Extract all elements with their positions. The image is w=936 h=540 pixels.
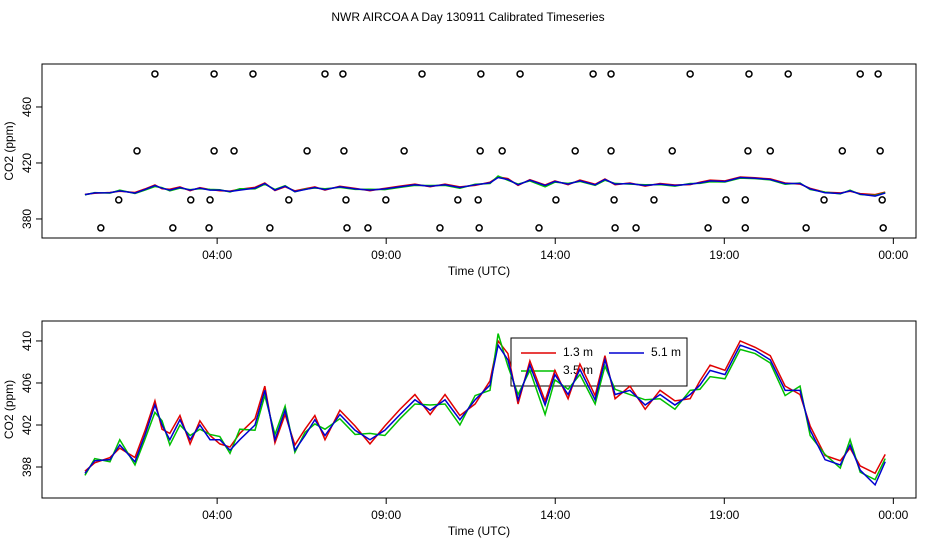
flag-point xyxy=(878,196,886,204)
flag-point xyxy=(874,70,882,78)
flag-point xyxy=(741,196,750,204)
flag-point xyxy=(741,224,750,232)
flag-point xyxy=(766,147,775,155)
flag-point xyxy=(418,70,426,78)
flag-point xyxy=(535,224,543,232)
x-tick-label: 04:00 xyxy=(202,248,232,262)
plot-frame xyxy=(41,320,917,499)
flag-point xyxy=(321,70,329,78)
series-line xyxy=(84,343,886,487)
y-axis-label: CO2 (ppm) xyxy=(2,380,16,439)
y-tick-label: 398 xyxy=(20,457,34,477)
flag-point xyxy=(820,196,828,204)
y-tick-label: 406 xyxy=(20,373,34,393)
flag-point xyxy=(744,147,752,155)
flag-point xyxy=(343,224,351,232)
flag-point xyxy=(516,70,524,78)
flag-point xyxy=(477,70,485,78)
legend-label: 1.3 m xyxy=(563,345,593,359)
flag-point xyxy=(266,224,274,232)
flag-point xyxy=(475,224,483,232)
flag-point xyxy=(498,147,506,155)
flag-point xyxy=(876,147,884,155)
flag-point xyxy=(686,70,694,78)
flag-point xyxy=(339,70,347,78)
series-line xyxy=(84,339,886,475)
flag-point xyxy=(400,147,408,155)
flag-point xyxy=(611,224,619,232)
flag-point xyxy=(382,196,390,204)
flag-point xyxy=(230,147,238,155)
flag-point xyxy=(650,196,658,204)
y-tick-label: 420 xyxy=(20,153,34,173)
flag-point xyxy=(210,70,218,78)
x-tick-label: 04:00 xyxy=(202,508,232,522)
flag-point xyxy=(704,224,712,232)
flag-point xyxy=(454,196,462,204)
flag-point xyxy=(607,70,615,78)
x-tick-label: 09:00 xyxy=(371,248,401,262)
y-axis-label: CO2 (ppm) xyxy=(2,121,16,180)
y-tick-label: 460 xyxy=(20,97,34,117)
x-tick-label: 19:00 xyxy=(709,508,739,522)
flag-point xyxy=(610,196,618,204)
flag-point xyxy=(342,196,350,204)
flag-point xyxy=(210,147,218,155)
plot-frame xyxy=(41,63,917,239)
flag-point xyxy=(151,70,159,78)
legend-label: 5.1 m xyxy=(651,345,681,359)
flag-point xyxy=(632,224,640,232)
flag-point xyxy=(745,70,753,78)
flag-point xyxy=(879,224,887,232)
flag-point xyxy=(205,224,213,232)
flag-point xyxy=(249,70,257,78)
flag-point xyxy=(784,70,792,78)
x-tick-label: 00:00 xyxy=(878,248,908,262)
flag-point xyxy=(476,147,484,155)
flag-point xyxy=(97,224,105,232)
y-tick-label: 380 xyxy=(20,209,34,229)
y-tick-label: 402 xyxy=(20,415,34,435)
y-tick-label: 410 xyxy=(20,331,34,351)
x-tick-label: 00:00 xyxy=(878,508,908,522)
flag-point xyxy=(589,70,597,78)
flag-point xyxy=(285,196,293,204)
x-axis-label: Time (UTC) xyxy=(448,264,510,278)
x-axis-label: Time (UTC) xyxy=(448,524,510,538)
series-line xyxy=(84,176,886,197)
series-line xyxy=(84,333,886,481)
flag-point xyxy=(169,224,177,232)
flag-point xyxy=(187,196,195,204)
x-tick-label: 14:00 xyxy=(540,248,570,262)
x-tick-label: 09:00 xyxy=(371,508,401,522)
flag-point xyxy=(474,196,482,204)
flag-point xyxy=(364,224,372,232)
flag-point xyxy=(436,224,444,232)
flag-point xyxy=(668,147,676,155)
flag-point xyxy=(340,147,348,155)
flag-point xyxy=(303,147,311,155)
flag-point xyxy=(802,224,810,232)
flag-point xyxy=(722,196,730,204)
flag-point xyxy=(571,147,579,155)
flag-point xyxy=(838,147,847,155)
flag-point xyxy=(114,196,123,204)
figure-title: NWR AIRCOA A Day 130911 Calibrated Times… xyxy=(331,10,604,24)
x-tick-label: 19:00 xyxy=(709,248,739,262)
flag-point xyxy=(133,147,141,155)
flag-point xyxy=(552,196,560,204)
flag-point xyxy=(856,70,864,78)
x-tick-label: 14:00 xyxy=(540,508,570,522)
flag-point xyxy=(206,196,214,204)
flag-point xyxy=(607,147,615,155)
